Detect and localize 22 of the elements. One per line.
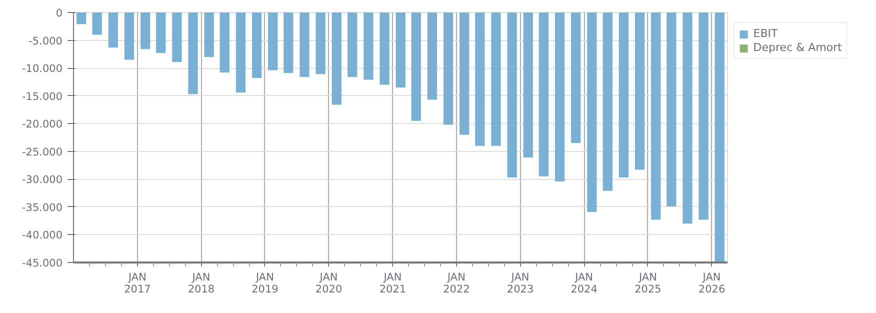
y-tick-label: -25.000 <box>22 146 63 158</box>
x-tick-label: JAN 2020 <box>315 272 342 296</box>
legend-label: EBIT <box>753 27 778 40</box>
x-tick-label: JAN 2019 <box>252 272 278 296</box>
y-tick-label: -20.000 <box>22 118 63 131</box>
x-tick-label: JAN 2017 <box>124 272 151 296</box>
y-tick-label: -15.000 <box>22 90 63 103</box>
y-tick-label: -40.000 <box>22 230 63 242</box>
y-tick-label: -35.000 <box>22 202 63 214</box>
x-tick-label: JAN 2021 <box>379 272 406 296</box>
y-tick-label: -5.000 <box>28 35 63 48</box>
y-tick-label: -10.000 <box>22 63 63 76</box>
legend-label: Deprec & Amort <box>753 41 842 54</box>
y-tick-label: 0 <box>56 8 63 20</box>
x-tick-label: JAN 2024 <box>570 272 598 296</box>
x-tick-label: JAN 2018 <box>188 272 215 296</box>
y-tick-label: -45.000 <box>22 258 63 270</box>
x-tick-label: JAN 2023 <box>506 272 534 296</box>
x-tick-label: JAN 2022 <box>443 272 470 296</box>
x-tick-label: JAN 2025 <box>634 272 662 296</box>
y-tick-label: -30.000 <box>22 174 63 186</box>
x-tick-label: JAN 2026 <box>698 272 726 296</box>
